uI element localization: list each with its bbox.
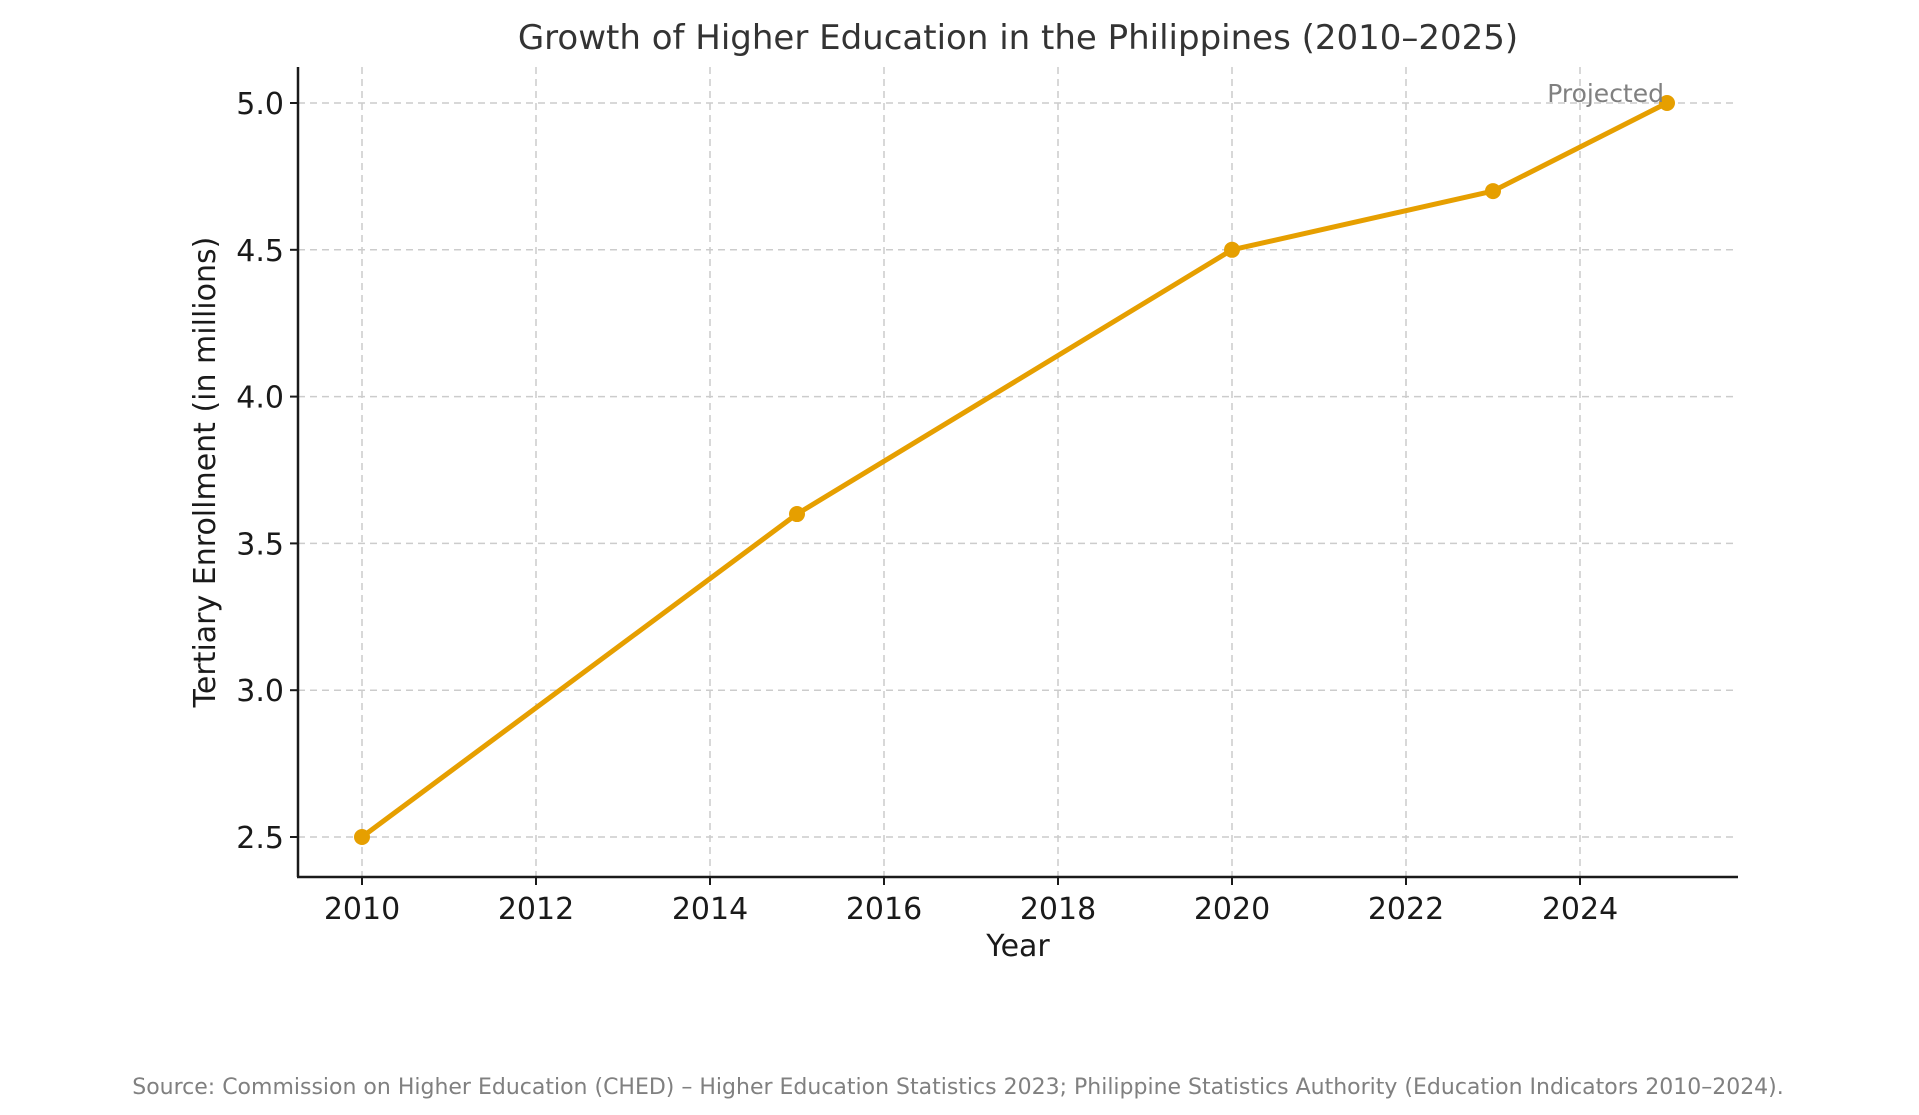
data-point-marker bbox=[1659, 95, 1675, 111]
y-tick-label: 3.5 bbox=[236, 527, 284, 562]
series-line bbox=[359, 100, 1670, 840]
chart-title: Growth of Higher Education in the Philip… bbox=[518, 18, 1518, 58]
y-tick-label: 3.0 bbox=[236, 674, 284, 709]
y-axis-label: Tertiary Enrollment (in millions) bbox=[188, 237, 223, 709]
x-tick-label: 2010 bbox=[324, 892, 400, 927]
projected-annotation: Projected bbox=[1547, 79, 1664, 108]
annotations: Projected bbox=[1547, 79, 1664, 108]
x-tick-label: 2024 bbox=[1542, 892, 1618, 927]
source-note: Source: Commission on Higher Education (… bbox=[132, 1075, 1784, 1100]
data-series bbox=[354, 95, 1675, 845]
x-axis-label: Year bbox=[985, 929, 1050, 964]
data-point-marker bbox=[789, 506, 805, 523]
x-axis-ticks: 2010 2012 2014 2016 2018 2020 2022 2024 bbox=[324, 877, 1618, 927]
gridlines bbox=[298, 67, 1738, 877]
y-tick-label: 2.5 bbox=[236, 821, 284, 856]
y-axis-ticks: 2.5 3.0 3.5 4.0 4.5 5.0 bbox=[236, 87, 298, 856]
x-tick-label: 2012 bbox=[498, 892, 574, 927]
x-tick-label: 2014 bbox=[672, 892, 748, 927]
y-tick-label: 5.0 bbox=[236, 87, 284, 122]
x-tick-label: 2020 bbox=[1194, 892, 1270, 927]
x-tick-label: 2016 bbox=[846, 892, 922, 927]
data-point-marker bbox=[1485, 183, 1501, 200]
x-tick-label: 2018 bbox=[1020, 892, 1096, 927]
y-tick-label: 4.0 bbox=[236, 381, 284, 416]
data-point-marker bbox=[1224, 241, 1240, 258]
x-tick-label: 2022 bbox=[1368, 892, 1444, 927]
y-tick-label: 4.5 bbox=[236, 234, 284, 269]
axes bbox=[296, 67, 1738, 879]
data-point-marker bbox=[354, 829, 370, 845]
